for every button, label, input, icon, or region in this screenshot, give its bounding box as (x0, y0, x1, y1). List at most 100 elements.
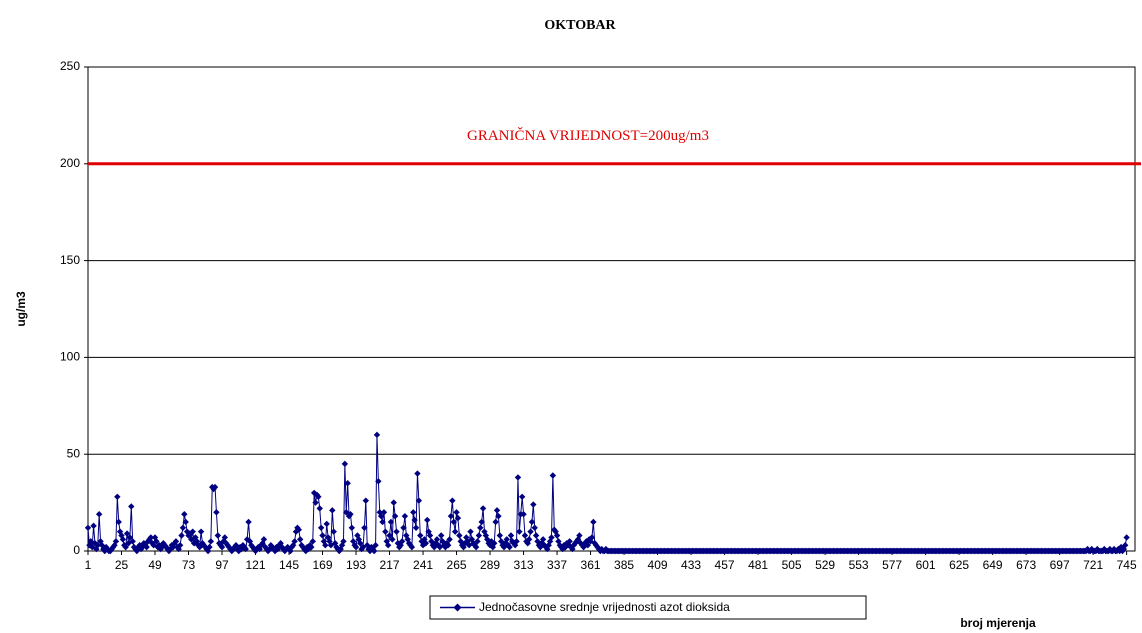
data-point (451, 528, 459, 535)
data-point (352, 543, 360, 551)
data-point (468, 536, 476, 543)
data-point (591, 540, 598, 547)
data-point (160, 540, 167, 547)
data-point (475, 532, 483, 539)
data-point (225, 543, 233, 551)
data-point (410, 509, 417, 516)
data-point (558, 543, 565, 551)
x-tick-label: 457 (715, 558, 735, 572)
data-point (158, 543, 166, 551)
data-point (428, 538, 435, 545)
data-point (172, 538, 180, 545)
x-tick-label: 193 (346, 558, 366, 572)
data-point (534, 538, 541, 545)
data-point (223, 540, 230, 547)
data-point (211, 483, 219, 491)
data-point (449, 497, 456, 504)
chart-title: OKTOBAR (544, 18, 616, 33)
data-point (115, 518, 122, 526)
data-point (337, 545, 344, 553)
data-point (444, 541, 452, 549)
x-tick-label: 145 (279, 558, 299, 572)
data-point (143, 543, 150, 551)
data-point (114, 493, 121, 500)
data-point (347, 511, 354, 518)
data-point (291, 538, 298, 545)
plot-area (87, 66, 1136, 552)
data-point (537, 543, 544, 551)
data-point (181, 511, 188, 518)
data-point (362, 497, 370, 504)
data-point (433, 536, 441, 543)
data-point (126, 534, 134, 541)
data-point (415, 497, 423, 504)
x-tick-label: 97 (215, 558, 229, 572)
data-point (479, 505, 487, 512)
data-point (514, 474, 522, 481)
data-point (312, 499, 319, 506)
data-point (149, 540, 156, 547)
data-point (521, 532, 529, 539)
data-point (309, 538, 316, 545)
data-point (179, 524, 187, 531)
x-tick-label: 289 (480, 558, 500, 572)
data-point (284, 543, 291, 551)
data-point (594, 543, 601, 551)
data-point (375, 478, 382, 485)
x-tick-label: 601 (916, 558, 936, 572)
data-point (118, 532, 125, 539)
data-point (447, 512, 455, 520)
data-point (320, 538, 328, 545)
data-point (1106, 545, 1114, 553)
data-point (167, 545, 174, 553)
data-point (453, 509, 460, 516)
data-point (269, 543, 276, 551)
x-tick-label: 481 (748, 558, 768, 572)
data-point (123, 530, 131, 537)
data-point (154, 543, 161, 551)
data-point (437, 532, 445, 539)
data-point (122, 543, 129, 551)
data-point (400, 524, 407, 531)
x-tick-label: 121 (246, 558, 266, 572)
data-point (207, 538, 215, 545)
data-point (144, 538, 152, 545)
y-tick-label: 200 (60, 156, 80, 170)
data-point (417, 532, 424, 539)
data-point (383, 538, 390, 545)
data-point (93, 545, 100, 553)
data-point (330, 528, 337, 535)
x-tick-label: 649 (983, 558, 1003, 572)
data-point (340, 538, 347, 545)
data-point (203, 545, 210, 553)
data-point (389, 536, 396, 543)
data-point (573, 538, 580, 545)
data-point (175, 545, 182, 553)
data-point (474, 538, 481, 545)
data-point (137, 545, 145, 553)
x-tick-label: 217 (380, 558, 400, 572)
data-point (422, 540, 430, 547)
data-point (246, 538, 254, 545)
data-point (404, 536, 411, 543)
data-point (97, 538, 104, 545)
data-point (566, 538, 573, 545)
data-point (414, 470, 421, 477)
x-tick-label: 745 (1117, 558, 1137, 572)
data-point (584, 541, 591, 549)
data-point (489, 543, 497, 551)
data-point (390, 499, 397, 506)
data-point (182, 518, 189, 526)
data-point (527, 528, 534, 535)
data-point (350, 538, 357, 545)
data-point (153, 538, 160, 545)
data-point (197, 528, 205, 535)
data-point (436, 543, 443, 551)
data-point (109, 543, 117, 551)
data-point (199, 540, 206, 547)
x-tick-label: 1 (85, 558, 92, 572)
data-point (509, 538, 516, 545)
y-tick-label: 50 (67, 446, 81, 460)
data-point (380, 509, 388, 516)
data-point (431, 543, 438, 551)
